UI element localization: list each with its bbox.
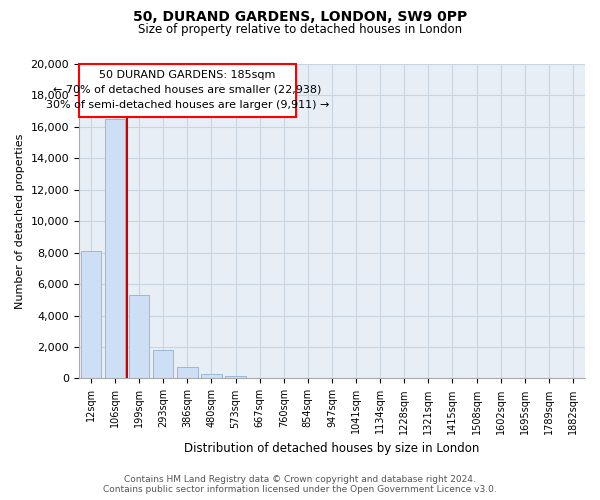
Bar: [129, 295, 149, 378]
Text: 50 DURAND GARDENS: 185sqm: 50 DURAND GARDENS: 185sqm: [99, 70, 275, 80]
Bar: [153, 350, 173, 378]
Text: 30% of semi-detached houses are larger (9,911) →: 30% of semi-detached houses are larger (…: [46, 100, 329, 110]
Bar: [105, 119, 125, 378]
Bar: [81, 251, 101, 378]
Y-axis label: Number of detached properties: Number of detached properties: [15, 134, 25, 309]
Text: Contains HM Land Registry data © Crown copyright and database right 2024.: Contains HM Land Registry data © Crown c…: [124, 475, 476, 484]
Bar: [177, 366, 197, 378]
Text: ← 70% of detached houses are smaller (22,938): ← 70% of detached houses are smaller (22…: [53, 85, 322, 95]
X-axis label: Distribution of detached houses by size in London: Distribution of detached houses by size …: [184, 442, 479, 455]
Text: Contains public sector information licensed under the Open Government Licence v3: Contains public sector information licen…: [103, 484, 497, 494]
Bar: [201, 374, 221, 378]
Bar: [226, 376, 246, 378]
Text: 50, DURAND GARDENS, LONDON, SW9 0PP: 50, DURAND GARDENS, LONDON, SW9 0PP: [133, 10, 467, 24]
Text: Size of property relative to detached houses in London: Size of property relative to detached ho…: [138, 22, 462, 36]
